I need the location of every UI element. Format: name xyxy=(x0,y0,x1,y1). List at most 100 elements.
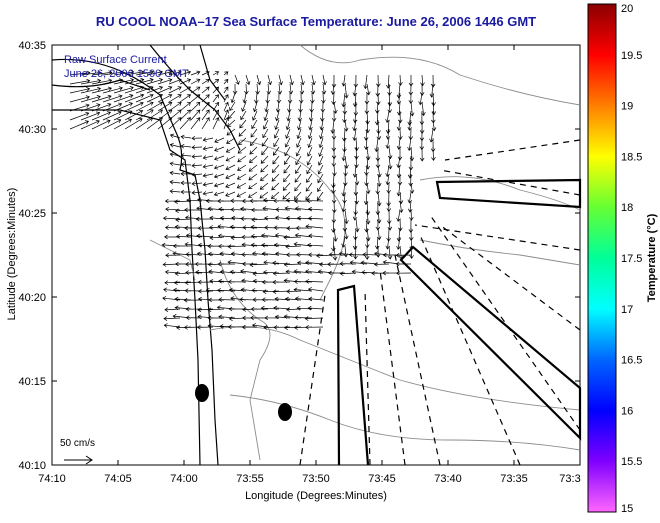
current-vector xyxy=(284,296,302,302)
current-vector xyxy=(190,78,201,85)
current-vector xyxy=(213,182,225,188)
current-vector xyxy=(307,146,313,157)
current-vector xyxy=(113,85,134,94)
current-vector xyxy=(196,251,214,257)
current-vector xyxy=(354,191,359,205)
current-vector xyxy=(102,86,123,94)
current-vector xyxy=(248,182,258,189)
current-vector xyxy=(299,83,305,95)
x-tick-label: 74:10 xyxy=(38,473,66,485)
current-vector xyxy=(252,101,258,113)
current-vector xyxy=(226,137,236,144)
current-vector xyxy=(91,111,112,121)
current-vector xyxy=(242,225,258,230)
current-vector xyxy=(272,271,291,276)
current-vector xyxy=(190,109,201,121)
current-vector xyxy=(201,101,210,112)
current-vector xyxy=(308,119,313,131)
current-vector xyxy=(293,279,313,284)
current-vector xyxy=(266,83,272,95)
current-vector xyxy=(254,92,259,104)
current-vector xyxy=(240,110,247,121)
current-vector xyxy=(202,146,214,151)
current-vector xyxy=(349,260,368,265)
current-vector xyxy=(385,173,391,186)
current-vector xyxy=(212,94,219,103)
y-tick-label: 40:15 xyxy=(18,376,46,388)
current-vector xyxy=(352,110,358,124)
current-vector xyxy=(240,216,258,221)
current-vector xyxy=(385,119,391,134)
current-vector xyxy=(179,94,192,103)
current-vector xyxy=(225,146,236,153)
current-vector xyxy=(190,70,201,76)
current-vector xyxy=(244,83,249,95)
current-vector xyxy=(261,137,269,147)
current-vector xyxy=(294,198,313,204)
current-vector xyxy=(202,155,214,160)
current-vector xyxy=(374,236,380,250)
current-vector xyxy=(242,92,247,104)
current-vector xyxy=(344,83,349,99)
current-vector xyxy=(248,164,258,172)
current-vector xyxy=(274,314,291,320)
current-vector xyxy=(332,200,337,214)
current-vector xyxy=(146,117,163,130)
current-vector xyxy=(80,119,100,130)
current-vector xyxy=(351,269,368,275)
current-vector xyxy=(387,83,392,96)
current-vector xyxy=(212,78,220,85)
current-vector xyxy=(201,70,210,76)
current-vector xyxy=(113,102,133,112)
current-vector xyxy=(229,101,236,112)
colorbar-tick-label: 16 xyxy=(621,405,633,417)
current-vector xyxy=(205,288,225,293)
current-vector xyxy=(169,142,181,148)
current-vector xyxy=(230,92,236,104)
current-vector xyxy=(250,128,258,138)
current-vector xyxy=(146,109,163,121)
current-vector xyxy=(241,261,258,267)
current-vector xyxy=(306,155,313,166)
current-vector xyxy=(212,71,220,76)
current-vector xyxy=(196,206,214,211)
current-vector xyxy=(124,85,145,94)
current-vector xyxy=(331,182,336,194)
x-axis-title: Longitude (Degrees:Minutes) xyxy=(245,490,387,502)
current-vector xyxy=(286,110,291,122)
current-vector xyxy=(124,101,144,112)
current-vector xyxy=(352,92,358,108)
y-tick-label: 40:30 xyxy=(18,124,46,136)
current-vector xyxy=(180,189,192,195)
colorbar-tick-label: 15 xyxy=(621,503,633,515)
current-vector xyxy=(304,316,324,321)
current-vector xyxy=(283,164,291,174)
current-vector xyxy=(272,164,280,174)
current-vector xyxy=(278,74,283,86)
current-vector xyxy=(146,85,164,94)
current-vector xyxy=(163,323,181,328)
current-vector xyxy=(169,133,181,139)
current-vector xyxy=(272,146,280,156)
current-vector xyxy=(185,233,203,238)
current-vector xyxy=(248,191,258,198)
current-vector xyxy=(169,152,181,157)
current-vector xyxy=(273,137,280,148)
current-vector xyxy=(202,182,214,187)
current-vector xyxy=(80,103,101,112)
colorbar-tick-label: 18 xyxy=(621,202,633,214)
current-vector xyxy=(365,110,370,125)
current-vector xyxy=(135,117,154,130)
current-vector xyxy=(197,279,214,285)
current-vector xyxy=(207,307,225,313)
current-vector xyxy=(353,245,358,260)
current-vector xyxy=(295,146,302,157)
current-vector xyxy=(307,305,324,311)
current-vector xyxy=(307,216,324,221)
current-vector xyxy=(201,86,210,94)
current-vector xyxy=(174,296,192,302)
current-vector xyxy=(274,119,280,130)
current-vector xyxy=(395,253,412,258)
current-vector xyxy=(341,200,347,213)
